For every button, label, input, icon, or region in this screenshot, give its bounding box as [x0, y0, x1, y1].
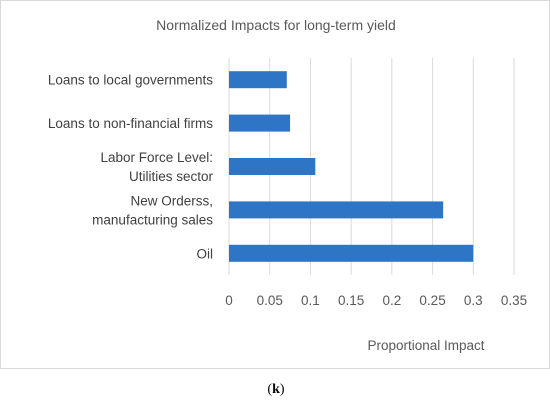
- figure-caption: (k): [267, 382, 284, 397]
- category-label-line: Loans to local governments: [48, 73, 213, 88]
- caption-letter: k: [272, 382, 280, 397]
- category-label-line: manufacturing sales: [92, 212, 213, 227]
- bar: [229, 114, 291, 132]
- chart-title: Normalized Impacts for long-term yield: [156, 17, 396, 33]
- bar: [229, 244, 474, 262]
- x-tick-label: 0.1: [301, 293, 320, 308]
- caption-open: (: [267, 382, 272, 397]
- category-label-line: Utilities sector: [129, 169, 214, 184]
- caption-close: ): [280, 382, 285, 397]
- category-label-line: New Orderss,: [130, 193, 213, 208]
- category-label: New Orderss, manufacturing sales: [92, 193, 213, 227]
- bar: [229, 201, 444, 219]
- x-tick-label: 0.35: [501, 293, 527, 308]
- x-tick-label: 0: [225, 293, 233, 308]
- category-label-line: Loans to non-financial firms: [48, 116, 213, 131]
- category-label: Labor Force Level: Utilities sector: [100, 150, 213, 184]
- category-label: Loans to non-financial firms: [48, 116, 213, 131]
- x-tick-label: 0.05: [257, 293, 283, 308]
- bars: [229, 71, 474, 262]
- x-tick-label: 0.15: [338, 293, 364, 308]
- category-label-line: Oil: [197, 246, 214, 261]
- x-tick-label: 0.2: [382, 293, 401, 308]
- bar: [229, 158, 316, 175]
- category-label: Loans to local governments: [48, 73, 213, 88]
- bar: [229, 71, 287, 89]
- category-label: Oil: [197, 246, 214, 261]
- x-tick-label: 0.3: [464, 293, 483, 308]
- chart-border: [0, 0, 550, 369]
- x-tick-label: 0.25: [419, 293, 445, 308]
- category-labels: Loans to local governments Loans to non-f…: [48, 73, 214, 262]
- category-label-line: Labor Force Level:: [100, 150, 213, 165]
- x-axis-title: Proportional Impact: [367, 338, 484, 353]
- x-tick-labels: 0 0.05 0.1 0.15 0.2 0.25 0.3 0.35: [225, 293, 527, 308]
